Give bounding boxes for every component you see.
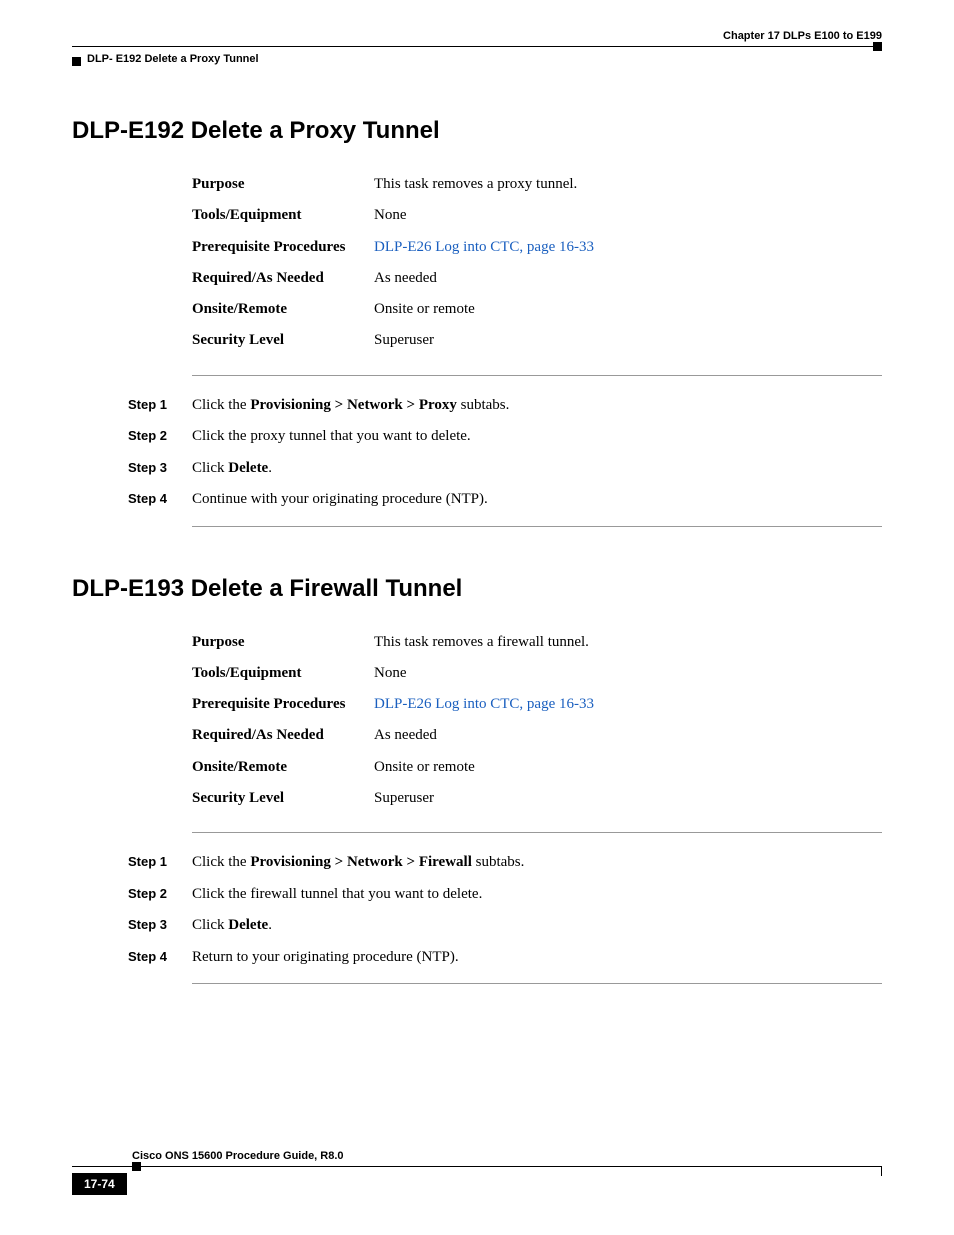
step-text: Click the Provisioning > Network > Firew… (192, 850, 524, 876)
info-value: This task removes a proxy tunnel. (374, 173, 577, 196)
divider (192, 983, 882, 984)
info-label: Required/As Needed (192, 724, 374, 747)
info-value: Superuser (374, 329, 434, 352)
divider (192, 375, 882, 376)
step-text-bold: Delete (228, 460, 268, 476)
step-row: Step 4 Return to your originating proced… (72, 942, 882, 974)
steps-list: Step 1 Click the Provisioning > Network … (72, 390, 882, 516)
step-text-post: . (268, 460, 272, 476)
footer-rule (72, 1166, 882, 1167)
step-text-pre: Click the (192, 397, 250, 413)
info-row-purpose: Purpose This task removes a firewall tun… (192, 627, 882, 658)
info-row-required: Required/As Needed As needed (192, 263, 882, 294)
step-text-bold: Delete (228, 917, 268, 933)
info-row-onsite: Onsite/Remote Onsite or remote (192, 294, 882, 325)
step-row: Step 3 Click Delete. (72, 910, 882, 942)
header-rule (72, 46, 882, 47)
step-text-bold: Provisioning > Network > Proxy (250, 397, 457, 413)
info-value: DLP-E26 Log into CTC, page 16-33 (374, 693, 594, 716)
info-row-prereq: Prerequisite Procedures DLP-E26 Log into… (192, 232, 882, 263)
step-text: Click the Provisioning > Network > Proxy… (192, 393, 509, 419)
info-label: Purpose (192, 631, 374, 654)
info-row-tools: Tools/Equipment None (192, 658, 882, 689)
step-text: Continue with your originating procedure… (192, 487, 488, 513)
step-text-post: subtabs. (472, 854, 525, 870)
step-row: Step 1 Click the Provisioning > Network … (72, 390, 882, 422)
running-head-text: DLP- E192 Delete a Proxy Tunnel (87, 53, 259, 65)
info-row-onsite: Onsite/Remote Onsite or remote (192, 752, 882, 783)
step-label: Step 4 (72, 488, 192, 510)
info-label: Security Level (192, 329, 374, 352)
info-value: Onsite or remote (374, 298, 475, 321)
header-square-icon (72, 57, 81, 66)
step-text-pre: Click the (192, 854, 250, 870)
step-text-pre: Click (192, 460, 228, 476)
page: Chapter 17 DLPs E100 to E199 DLP- E192 D… (0, 0, 954, 1235)
step-label: Step 1 (72, 851, 192, 873)
step-row: Step 1 Click the Provisioning > Network … (72, 847, 882, 879)
info-row-required: Required/As Needed As needed (192, 720, 882, 751)
section-title: DLP-E193 Delete a Firewall Tunnel (72, 575, 882, 603)
step-row: Step 4 Continue with your originating pr… (72, 484, 882, 516)
step-text: Click Delete. (192, 456, 272, 482)
info-value: As needed (374, 724, 437, 747)
info-table: Purpose This task removes a proxy tunnel… (192, 169, 882, 357)
page-footer: Cisco ONS 15600 Procedure Guide, R8.0 17… (72, 1150, 882, 1195)
info-label: Purpose (192, 173, 374, 196)
steps-list: Step 1 Click the Provisioning > Network … (72, 847, 882, 973)
info-row-tools: Tools/Equipment None (192, 200, 882, 231)
info-label: Onsite/Remote (192, 756, 374, 779)
step-label: Step 3 (72, 914, 192, 936)
divider (192, 832, 882, 833)
info-row-security: Security Level Superuser (192, 783, 882, 814)
info-row-prereq: Prerequisite Procedures DLP-E26 Log into… (192, 689, 882, 720)
step-text-pre: Click (192, 917, 228, 933)
divider (192, 526, 882, 527)
info-label: Prerequisite Procedures (192, 236, 374, 259)
info-table: Purpose This task removes a firewall tun… (192, 627, 882, 815)
info-label: Security Level (192, 787, 374, 810)
section-title: DLP-E192 Delete a Proxy Tunnel (72, 117, 882, 145)
info-label: Required/As Needed (192, 267, 374, 290)
info-label: Tools/Equipment (192, 204, 374, 227)
info-value: As needed (374, 267, 437, 290)
step-text-post: . (268, 917, 272, 933)
step-row: Step 2 Click the firewall tunnel that yo… (72, 879, 882, 911)
info-label: Prerequisite Procedures (192, 693, 374, 716)
prereq-link[interactable]: DLP-E26 Log into CTC, page 16-33 (374, 239, 594, 255)
info-value: Superuser (374, 787, 434, 810)
step-text: Click the proxy tunnel that you want to … (192, 424, 471, 450)
running-head: DLP- E192 Delete a Proxy Tunnel (72, 53, 882, 69)
step-text: Click Delete. (192, 913, 272, 939)
step-text: Return to your originating procedure (NT… (192, 945, 459, 971)
info-label: Tools/Equipment (192, 662, 374, 685)
info-value: DLP-E26 Log into CTC, page 16-33 (374, 236, 594, 259)
footer-guide-title: Cisco ONS 15600 Procedure Guide, R8.0 (132, 1150, 882, 1162)
prereq-link[interactable]: DLP-E26 Log into CTC, page 16-33 (374, 696, 594, 712)
step-label: Step 2 (72, 883, 192, 905)
step-row: Step 2 Click the proxy tunnel that you w… (72, 421, 882, 453)
step-label: Step 1 (72, 394, 192, 416)
step-text-bold: Provisioning > Network > Firewall (250, 854, 472, 870)
step-row: Step 3 Click Delete. (72, 453, 882, 485)
info-row-security: Security Level Superuser (192, 325, 882, 356)
info-value: None (374, 204, 407, 227)
step-label: Step 4 (72, 946, 192, 968)
info-value: Onsite or remote (374, 756, 475, 779)
step-label: Step 3 (72, 457, 192, 479)
info-value: None (374, 662, 407, 685)
info-label: Onsite/Remote (192, 298, 374, 321)
step-text-post: subtabs. (457, 397, 510, 413)
page-number: 17-74 (72, 1173, 127, 1195)
info-value: This task removes a firewall tunnel. (374, 631, 589, 654)
step-label: Step 2 (72, 425, 192, 447)
step-text: Click the firewall tunnel that you want … (192, 882, 482, 908)
chapter-header: Chapter 17 DLPs E100 to E199 (72, 30, 882, 42)
info-row-purpose: Purpose This task removes a proxy tunnel… (192, 169, 882, 200)
